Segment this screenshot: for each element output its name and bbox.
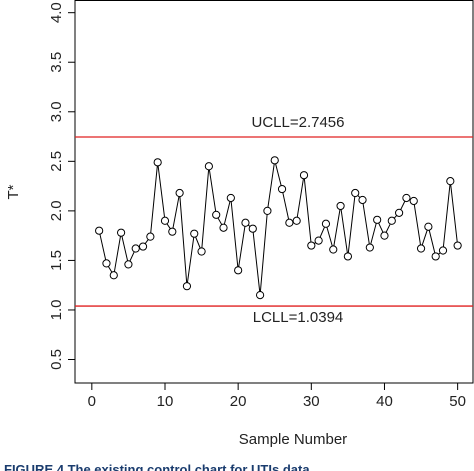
y-tick-label: 2.0 (48, 200, 65, 221)
data-point (438, 246, 448, 255)
data-point (453, 241, 462, 250)
data-point (424, 222, 433, 231)
data-point (270, 156, 279, 165)
data-point (255, 291, 265, 300)
data-point (182, 282, 192, 291)
data-point (124, 260, 133, 269)
data-point (219, 223, 228, 232)
data-point (299, 171, 309, 180)
data-point (168, 227, 177, 236)
data-point (409, 196, 418, 206)
data-point (395, 208, 404, 217)
data-point (387, 216, 396, 225)
data-point (131, 244, 140, 253)
x-tick-label: 20 (230, 393, 247, 410)
data-point (373, 215, 382, 224)
control-limit-label: LCLL=1.0394 (253, 309, 344, 326)
data-point (329, 245, 338, 254)
data-point (226, 193, 235, 203)
y-tick-label: 2.5 (48, 151, 65, 172)
data-point (241, 218, 250, 227)
data-point (314, 236, 323, 245)
data-point (102, 259, 111, 268)
data-point (358, 195, 367, 205)
data-point (321, 219, 331, 228)
data-point (116, 228, 126, 237)
data-point (175, 188, 184, 198)
data-point (204, 162, 213, 171)
data-point (234, 266, 243, 275)
y-tick-label: 3.0 (48, 101, 65, 122)
data-point (431, 252, 440, 261)
plot-frame (74, 0, 474, 384)
data-point (351, 188, 360, 198)
data-point (263, 206, 272, 215)
data-point (197, 247, 206, 256)
y-tick-label: 1.0 (48, 300, 65, 321)
data-point (277, 184, 287, 194)
data-point (446, 177, 455, 186)
x-axis-label: Sample Number (239, 431, 347, 448)
data-point (95, 226, 104, 235)
data-point (343, 252, 352, 261)
control-limit-label: UCLL=2.7456 (252, 114, 345, 131)
data-point (365, 243, 374, 252)
y-tick-label: 3.5 (48, 52, 65, 73)
data-point (416, 244, 426, 253)
data-point (285, 218, 294, 227)
data-point (138, 242, 148, 251)
data-point (146, 232, 155, 241)
data-point (307, 241, 316, 250)
x-tick-label: 30 (303, 393, 320, 410)
y-axis-label: T* (5, 184, 22, 199)
data-point (160, 216, 170, 225)
series-line (98, 160, 459, 296)
data-point (190, 229, 199, 238)
data-point (212, 210, 221, 219)
data-point (336, 201, 345, 211)
data-point (292, 216, 301, 225)
data-point (109, 271, 118, 280)
x-tick-label: 50 (449, 393, 466, 410)
y-tick-label: 4.0 (48, 2, 65, 23)
data-point (248, 224, 257, 233)
x-tick-label: 10 (157, 393, 174, 410)
x-tick-label: 40 (376, 393, 393, 410)
y-tick-label: 1.5 (48, 250, 65, 271)
data-point (402, 193, 411, 203)
x-tick-label: 0 (88, 393, 96, 410)
data-point (153, 158, 162, 167)
y-tick-label: 0.5 (48, 349, 65, 370)
data-point (380, 231, 389, 240)
caption: FIGURE 4 The existing control chart for … (4, 462, 310, 471)
